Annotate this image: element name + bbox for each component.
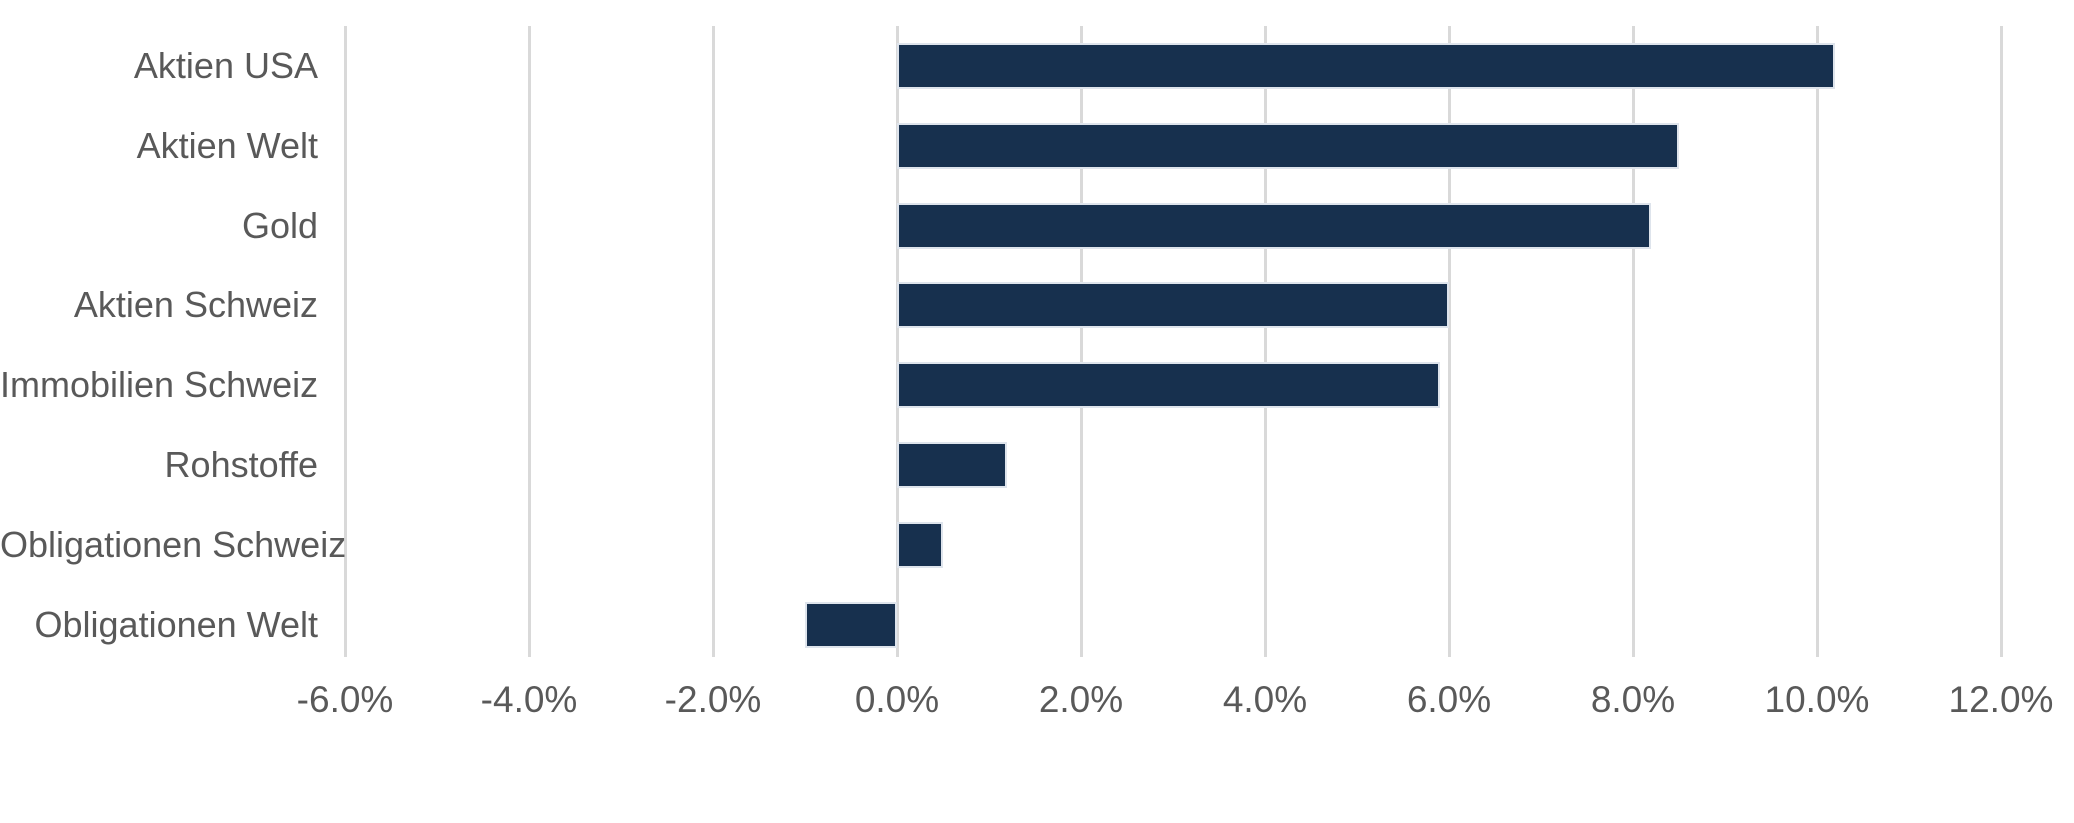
bar-aktien-welt <box>897 122 1679 169</box>
x-tick-label: 2.0% <box>1038 679 1124 720</box>
gridline-2.0 <box>1079 26 1083 657</box>
x-tick-label: 12.0% <box>1948 679 2054 720</box>
gridline-6.0 <box>1447 26 1451 657</box>
bar-aktien-usa <box>897 43 1836 89</box>
x-tick-label: -4.0% <box>480 679 578 720</box>
gridline-12.0 <box>1999 26 2003 657</box>
bar-gold <box>897 202 1652 249</box>
category-label-obligationen-schweiz: Obligationen Schweiz <box>0 523 347 565</box>
gridline--4.0 <box>527 26 531 657</box>
x-tick-label: -2.0% <box>664 679 762 720</box>
bar-obligationen-schweiz <box>897 521 943 568</box>
gridline--2.0 <box>711 26 715 657</box>
gridline-0.0 <box>895 26 899 657</box>
category-label-aktien-schweiz: Aktien Schweiz <box>73 284 318 326</box>
bar-rohstoffe <box>897 442 1008 488</box>
bar-immobilien-schweiz <box>897 362 1440 409</box>
x-tick-label: -6.0% <box>296 679 394 720</box>
gridline-8.0 <box>1631 26 1635 657</box>
x-tick-label: 4.0% <box>1222 679 1308 720</box>
x-tick-label: 10.0% <box>1764 679 1870 720</box>
category-label-immobilien-schweiz: Immobilien Schweiz <box>0 364 319 406</box>
x-tick-label: 8.0% <box>1590 679 1676 720</box>
bar-obligationen-welt <box>805 601 897 648</box>
gridline-10.0 <box>1815 26 1819 657</box>
x-tick-label: 0.0% <box>854 679 940 720</box>
category-label-obligationen-welt: Obligationen Welt <box>34 603 319 645</box>
category-label-aktien-welt: Aktien Welt <box>136 124 318 166</box>
bar-aktien-schweiz <box>897 282 1449 329</box>
gridline-4.0 <box>1263 26 1267 657</box>
gridline--6.0 <box>343 26 347 657</box>
category-label-aktien-usa: Aktien USA <box>133 45 318 86</box>
category-label-gold: Gold <box>241 204 318 246</box>
x-tick-label: 6.0% <box>1406 679 1492 720</box>
category-label-rohstoffe: Rohstoffe <box>164 444 318 485</box>
